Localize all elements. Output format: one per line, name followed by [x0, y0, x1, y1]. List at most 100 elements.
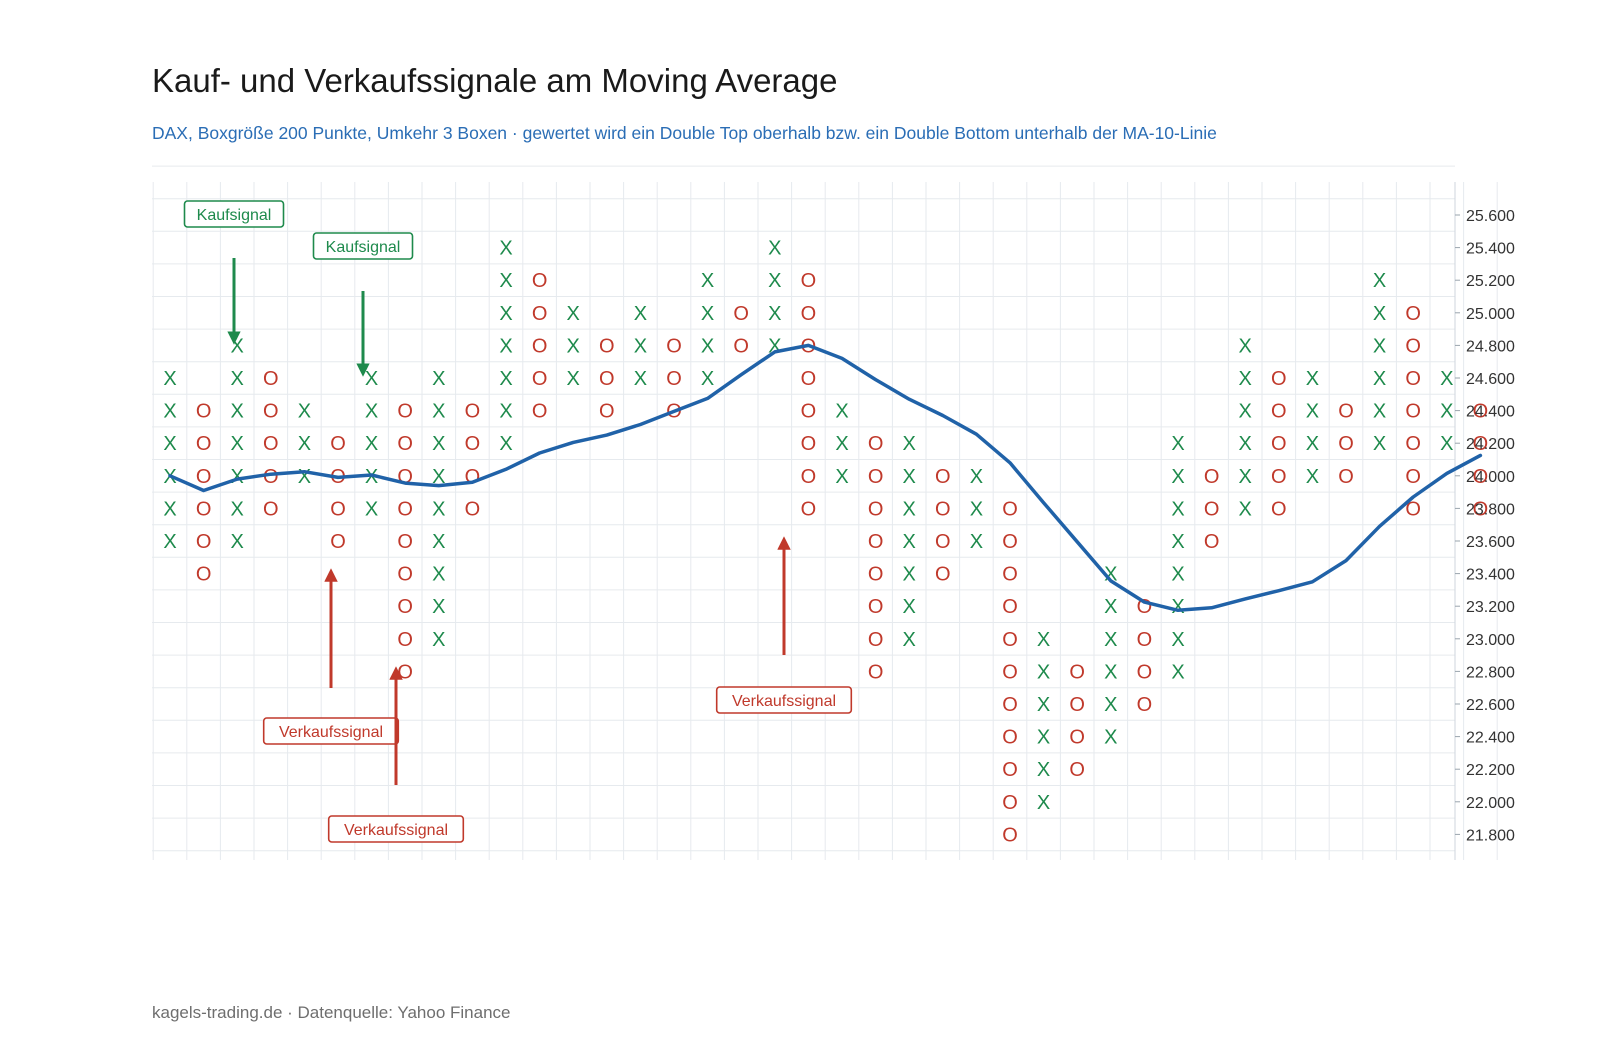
- x-mark: X: [231, 466, 244, 488]
- y-tick-label: 25.400: [1466, 241, 1515, 258]
- y-tick-label: 23.200: [1466, 599, 1515, 616]
- o-mark: O: [733, 335, 749, 357]
- sell-signal-box: [327, 815, 465, 843]
- o-mark: O: [1204, 466, 1220, 488]
- x-mark: X: [1373, 401, 1386, 423]
- x-mark: X: [163, 531, 176, 553]
- buy-signal-box: [312, 232, 414, 260]
- y-tick-label: 25.600: [1466, 208, 1515, 225]
- o-mark: O: [801, 433, 817, 455]
- y-tick-label: 24.000: [1466, 469, 1515, 486]
- o-mark: O: [263, 401, 279, 423]
- sell-signal-box: [262, 717, 400, 745]
- x-mark: X: [365, 368, 378, 390]
- o-mark: O: [196, 401, 212, 423]
- o-mark: O: [532, 335, 548, 357]
- sell-signal-label: Verkaufssignal: [732, 693, 836, 710]
- x-mark: X: [768, 238, 781, 260]
- o-mark: O: [868, 629, 884, 651]
- x-mark: X: [432, 466, 445, 488]
- o-mark: O: [801, 270, 817, 292]
- x-mark: X: [970, 466, 983, 488]
- o-mark: O: [1338, 433, 1354, 455]
- buy-signal-label: Kaufsignal: [326, 239, 401, 256]
- o-mark: O: [1338, 401, 1354, 423]
- x-mark: X: [1239, 401, 1252, 423]
- o-mark: O: [263, 368, 279, 390]
- o-mark: O: [1405, 401, 1421, 423]
- x-mark: X: [1104, 629, 1117, 651]
- x-mark: X: [835, 466, 848, 488]
- y-tick-label: 25.200: [1466, 273, 1515, 290]
- o-mark: O: [1002, 759, 1018, 781]
- x-mark: X: [1306, 466, 1319, 488]
- x-mark: X: [432, 531, 445, 553]
- y-tick-label: 25.000: [1466, 306, 1515, 323]
- x-mark: X: [499, 368, 512, 390]
- x-mark: X: [903, 564, 916, 586]
- y-tick-label: 22.600: [1466, 697, 1515, 714]
- o-mark: O: [935, 531, 951, 553]
- o-mark: O: [263, 498, 279, 520]
- o-mark: O: [196, 564, 212, 586]
- o-mark: O: [1405, 303, 1421, 325]
- o-mark: O: [1069, 759, 1085, 781]
- o-mark: O: [1002, 498, 1018, 520]
- o-mark: O: [801, 466, 817, 488]
- x-mark: X: [1171, 661, 1184, 683]
- o-mark: O: [868, 564, 884, 586]
- o-mark: O: [1002, 694, 1018, 716]
- x-mark: X: [701, 303, 714, 325]
- x-mark: X: [432, 401, 445, 423]
- x-mark: X: [701, 270, 714, 292]
- y-tick-label: 24.600: [1466, 371, 1515, 388]
- x-mark: X: [1373, 303, 1386, 325]
- buy-signal-box: [183, 200, 285, 228]
- o-mark: O: [196, 531, 212, 553]
- o-mark: O: [465, 433, 481, 455]
- o-mark: O: [1271, 368, 1287, 390]
- x-mark: X: [1373, 433, 1386, 455]
- o-mark: O: [397, 629, 413, 651]
- o-mark: O: [1204, 531, 1220, 553]
- x-mark: X: [1104, 564, 1117, 586]
- o-mark: O: [1002, 727, 1018, 749]
- y-tick-label: 22.200: [1466, 762, 1515, 779]
- o-mark: O: [330, 433, 346, 455]
- x-mark: X: [970, 531, 983, 553]
- o-mark: O: [532, 401, 548, 423]
- x-mark: X: [903, 629, 916, 651]
- o-mark: O: [196, 498, 212, 520]
- y-tick-label: 21.800: [1466, 827, 1515, 844]
- x-mark: X: [1373, 335, 1386, 357]
- x-mark: X: [903, 531, 916, 553]
- x-mark: X: [1104, 727, 1117, 749]
- o-mark: O: [801, 401, 817, 423]
- o-mark: O: [666, 368, 682, 390]
- x-mark: X: [1306, 368, 1319, 390]
- o-mark: O: [1473, 498, 1489, 520]
- o-mark: O: [1405, 466, 1421, 488]
- o-mark: O: [532, 270, 548, 292]
- o-mark: O: [935, 466, 951, 488]
- grid: [152, 165, 1498, 860]
- x-mark: X: [432, 498, 445, 520]
- x-mark: X: [432, 629, 445, 651]
- x-mark: X: [768, 270, 781, 292]
- o-mark: O: [1069, 727, 1085, 749]
- x-mark: X: [1171, 498, 1184, 520]
- o-mark: O: [1473, 433, 1489, 455]
- x-mark: X: [1373, 368, 1386, 390]
- x-mark: X: [163, 368, 176, 390]
- x-mark: X: [1440, 433, 1453, 455]
- x-mark: X: [1037, 727, 1050, 749]
- o-mark: O: [1271, 433, 1287, 455]
- x-mark: X: [499, 335, 512, 357]
- o-mark: O: [1002, 629, 1018, 651]
- x-mark: X: [1239, 368, 1252, 390]
- x-mark: X: [1440, 368, 1453, 390]
- o-mark: O: [1271, 498, 1287, 520]
- x-mark: X: [432, 368, 445, 390]
- o-mark: O: [330, 531, 346, 553]
- y-tick-label: 24.800: [1466, 338, 1515, 355]
